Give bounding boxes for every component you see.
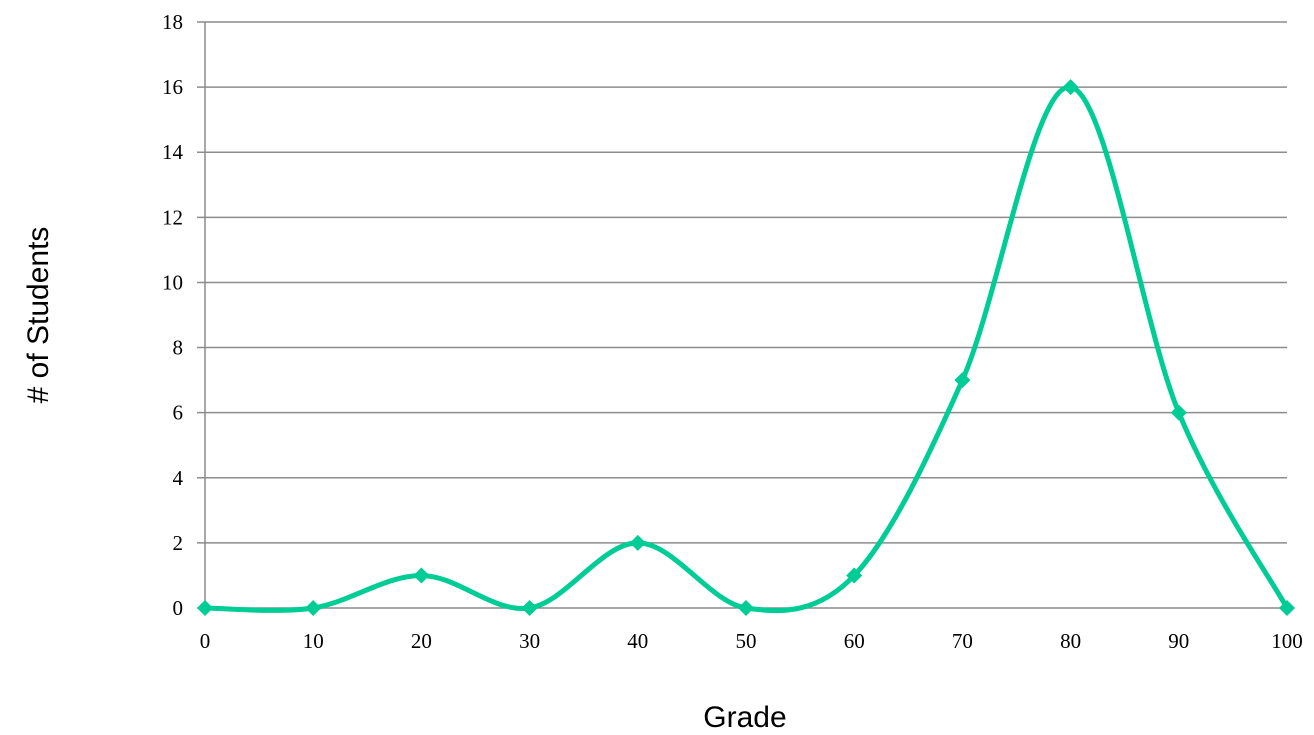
series-lines xyxy=(202,84,1290,614)
data-point-x10 xyxy=(305,600,322,616)
data-point-x30 xyxy=(521,600,538,616)
data-point-x0 xyxy=(197,600,213,616)
x-tick-label: 40 xyxy=(627,629,648,653)
x-tick-label: 80 xyxy=(1060,629,1081,653)
y-tick-label: 18 xyxy=(162,10,183,34)
y-tick-label: 14 xyxy=(162,140,184,164)
x-tick-labels: 0 10 20 30 40 50 60 70 80 90 100 xyxy=(200,629,1303,653)
x-tick-label: 70 xyxy=(952,629,973,653)
data-point-x20 xyxy=(413,567,430,584)
data-point-x80 xyxy=(1062,79,1079,96)
x-tick-label: 90 xyxy=(1168,629,1189,653)
y-tick-label: 4 xyxy=(173,466,184,490)
x-tick-label: 50 xyxy=(736,629,757,653)
x-tick-label: 100 xyxy=(1271,629,1303,653)
y-tick-label: 10 xyxy=(162,270,183,294)
series-line-0 xyxy=(202,84,1290,614)
y-tick-label: 6 xyxy=(173,401,184,425)
data-markers xyxy=(197,79,1295,616)
y-tick-label: 8 xyxy=(173,336,184,360)
data-point-x60 xyxy=(846,567,863,584)
x-tick-label: 20 xyxy=(411,629,432,653)
y-tick-labels: 0 2 4 6 8 10 12 14 16 18 xyxy=(162,10,184,620)
x-tick-label: 0 xyxy=(200,629,211,653)
x-tick-label: 30 xyxy=(519,629,540,653)
y-tick-label: 0 xyxy=(173,596,184,620)
data-point-x90 xyxy=(1170,404,1187,421)
data-point-x70 xyxy=(954,372,971,389)
data-point-x40 xyxy=(629,534,646,551)
y-tick-label: 2 xyxy=(173,531,184,555)
y-tick-label: 16 xyxy=(162,75,183,99)
gridlines xyxy=(197,21,1287,609)
y-tick-label: 12 xyxy=(162,205,183,229)
x-tick-label: 60 xyxy=(844,629,865,653)
data-point-x100 xyxy=(1279,600,1295,616)
y-axis-title: # of Students xyxy=(22,227,55,404)
x-axis-title: Grade xyxy=(703,701,786,734)
x-tick-label: 10 xyxy=(303,629,324,653)
data-point-x50 xyxy=(738,600,754,616)
